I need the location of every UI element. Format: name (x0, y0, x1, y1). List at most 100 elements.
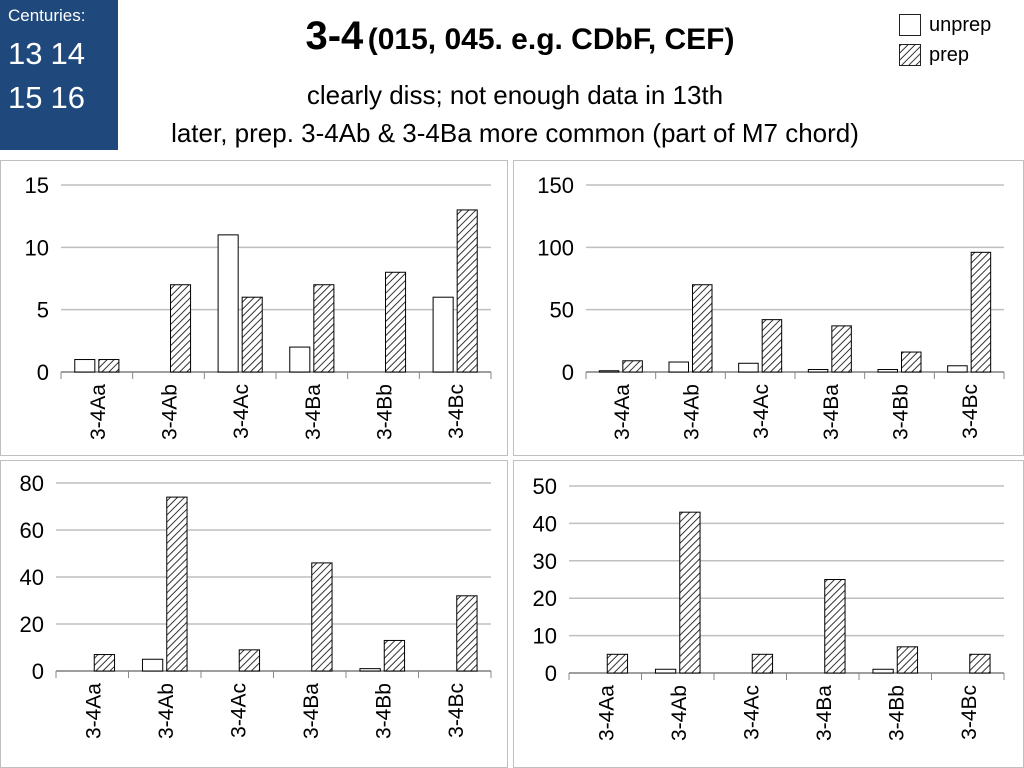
chart-13th: 0 5 10 15 3-4Aa 3-4Ab 3-4Ac 3-4Ba 3-4Bb 3-4Bc (25, 173, 492, 440)
centuries-badge: Centuries: 13 14 15 16 (0, 0, 118, 150)
bar-prep (831, 325, 852, 373)
legend-prep-swatch (899, 44, 921, 66)
y-tick-label: 10 (25, 235, 49, 260)
x-tick-label: 3-4Ac (750, 384, 773, 439)
y-tick-label: 15 (25, 173, 49, 198)
bar-unprep (74, 359, 96, 373)
x-tick-label: 3-4Bc (445, 384, 468, 439)
bar-prep (679, 511, 701, 674)
bar-prep (241, 296, 263, 373)
legend-unprep: unprep (899, 10, 991, 40)
y-tick-label: 30 (533, 549, 557, 574)
x-tick-label: 3-4Bc (445, 683, 468, 738)
chart-panel-14th: 0 50 100 150 3-4Aa 3-4Ab 3-4Ac 3-4Ba 3-4Bb 3-4Bc (513, 160, 1024, 456)
bar-unprep (872, 668, 894, 674)
bar-prep (383, 639, 406, 672)
x-tick-label: 3-4Aa (595, 685, 618, 741)
bar-prep (692, 284, 713, 373)
bar-prep (456, 209, 478, 373)
bar-prep (93, 654, 116, 672)
centuries-list: 13 14 15 16 (8, 32, 118, 120)
x-tick-label: 3-4Bb (372, 683, 395, 739)
x-tick-label: 3-4Ac (740, 685, 763, 740)
bar-prep (896, 646, 919, 674)
y-tick-label: 5 (37, 298, 49, 323)
bar-prep (622, 360, 643, 373)
century-15: 15 (8, 80, 43, 115)
y-tick-label: 0 (37, 360, 49, 385)
bar-prep (311, 562, 333, 672)
y-tick-label: 100 (537, 235, 574, 260)
title-main: 3-4 (305, 14, 364, 58)
bar-unprep (598, 370, 620, 373)
y-tick-label: 0 (562, 360, 574, 385)
x-tick-label: 3-4Bb (890, 384, 913, 440)
x-tick-label: 3-4Ac (230, 384, 253, 439)
bar-unprep (141, 658, 164, 672)
bar-unprep (289, 346, 311, 373)
bar-unprep (668, 361, 689, 373)
title-detail: (015, 045. e.g. CDbF, CEF) (367, 23, 735, 56)
legend-prep: prep (899, 40, 991, 70)
century-16: 16 (50, 80, 85, 115)
bar-prep (238, 649, 261, 672)
bar-prep (751, 653, 774, 674)
bar-unprep (738, 362, 759, 373)
bar-unprep (877, 369, 899, 373)
x-tick-label: 3-4Ba (302, 384, 325, 440)
y-tick-label: 50 (533, 474, 557, 499)
x-tick-label: 3-4Ab (668, 685, 691, 741)
y-tick-label: 50 (550, 298, 574, 323)
bar-prep (970, 251, 992, 373)
x-tick-label: 3-4Aa (82, 683, 105, 739)
subtitle-2: later, prep. 3-4Ab & 3-4Ba more common (… (171, 118, 859, 148)
chart-panel-16th: 0 10 20 30 40 50 3-4Aa 3-4Ab 3-4Ac 3-4Ba 3-4Bb 3-4B… (513, 460, 1024, 768)
y-tick-label: 40 (20, 565, 44, 590)
subtitle-1: clearly diss; not enough data in 13th (306, 80, 724, 110)
legend-unprep-label: unprep (929, 13, 992, 36)
legend: unprep prep (899, 10, 991, 70)
legend-prep-label: prep (929, 43, 970, 66)
bar-prep (761, 319, 783, 373)
page-title: 3-4 (015, 045. e.g. CDbF, CEF) (150, 14, 890, 59)
y-tick-label: 0 (32, 659, 44, 684)
y-tick-label: 40 (533, 511, 557, 536)
x-tick-label: 3-4Ab (155, 683, 178, 739)
x-tick-label: 3-4Ba (820, 384, 843, 440)
x-tick-label: 3-4Ab (159, 384, 182, 440)
bar-prep (969, 653, 991, 674)
chart-16th: 0 10 20 30 40 50 3-4Aa 3-4Ab 3-4Ac 3-4Ba 3-4Bb 3-4B… (533, 474, 1005, 741)
chart-panel-15th: 0 20 40 60 80 3-4Aa 3-4Ab 3-4Ac 3-4Ba 3-4Bb 3-4Bc (0, 460, 508, 768)
y-tick-label: 10 (533, 624, 557, 649)
legend-unprep-swatch (899, 14, 921, 36)
bar-unprep (432, 296, 454, 373)
chart-panel-13th: 0 5 10 15 3-4Aa 3-4Ab 3-4Ac 3-4Ba 3-4Bb 3-4Bc (0, 160, 508, 456)
bar-prep (606, 653, 629, 674)
x-tick-label: 3-4Ac (227, 683, 250, 738)
bar-prep (456, 595, 478, 672)
bar-prep (824, 579, 846, 674)
x-tick-label: 3-4Bc (958, 685, 981, 740)
x-tick-label: 3-4Ab (681, 384, 704, 440)
bar-prep (166, 496, 188, 672)
y-tick-label: 150 (537, 173, 574, 198)
bar-prep (313, 284, 335, 373)
bar-unprep (217, 234, 239, 373)
x-tick-label: 3-4Bb (374, 384, 397, 440)
x-tick-label: 3-4Bc (959, 384, 982, 439)
x-tick-label: 3-4Ba (813, 685, 836, 741)
bar-prep (385, 271, 407, 373)
bar-prep (98, 359, 120, 373)
chart-15th: 0 20 40 60 80 3-4Aa 3-4Ab 3-4Ac 3-4Ba 3-4Bb 3-4Bc (20, 471, 492, 739)
centuries-label: Centuries: (8, 6, 86, 25)
x-tick-label: 3-4Aa (87, 384, 110, 440)
chart-14th: 0 50 100 150 3-4Aa 3-4Ab 3-4Ac 3-4Ba 3-4Bb 3-4Bc (537, 173, 1005, 440)
bar-unprep (947, 365, 968, 373)
bar-unprep (807, 369, 829, 373)
y-tick-label: 0 (545, 661, 557, 686)
y-tick-label: 80 (20, 471, 44, 496)
x-tick-label: 3-4Ba (300, 683, 323, 739)
century-13: 13 (8, 36, 43, 71)
x-tick-label: 3-4Aa (611, 384, 634, 440)
x-tick-label: 3-4Bb (885, 685, 908, 741)
